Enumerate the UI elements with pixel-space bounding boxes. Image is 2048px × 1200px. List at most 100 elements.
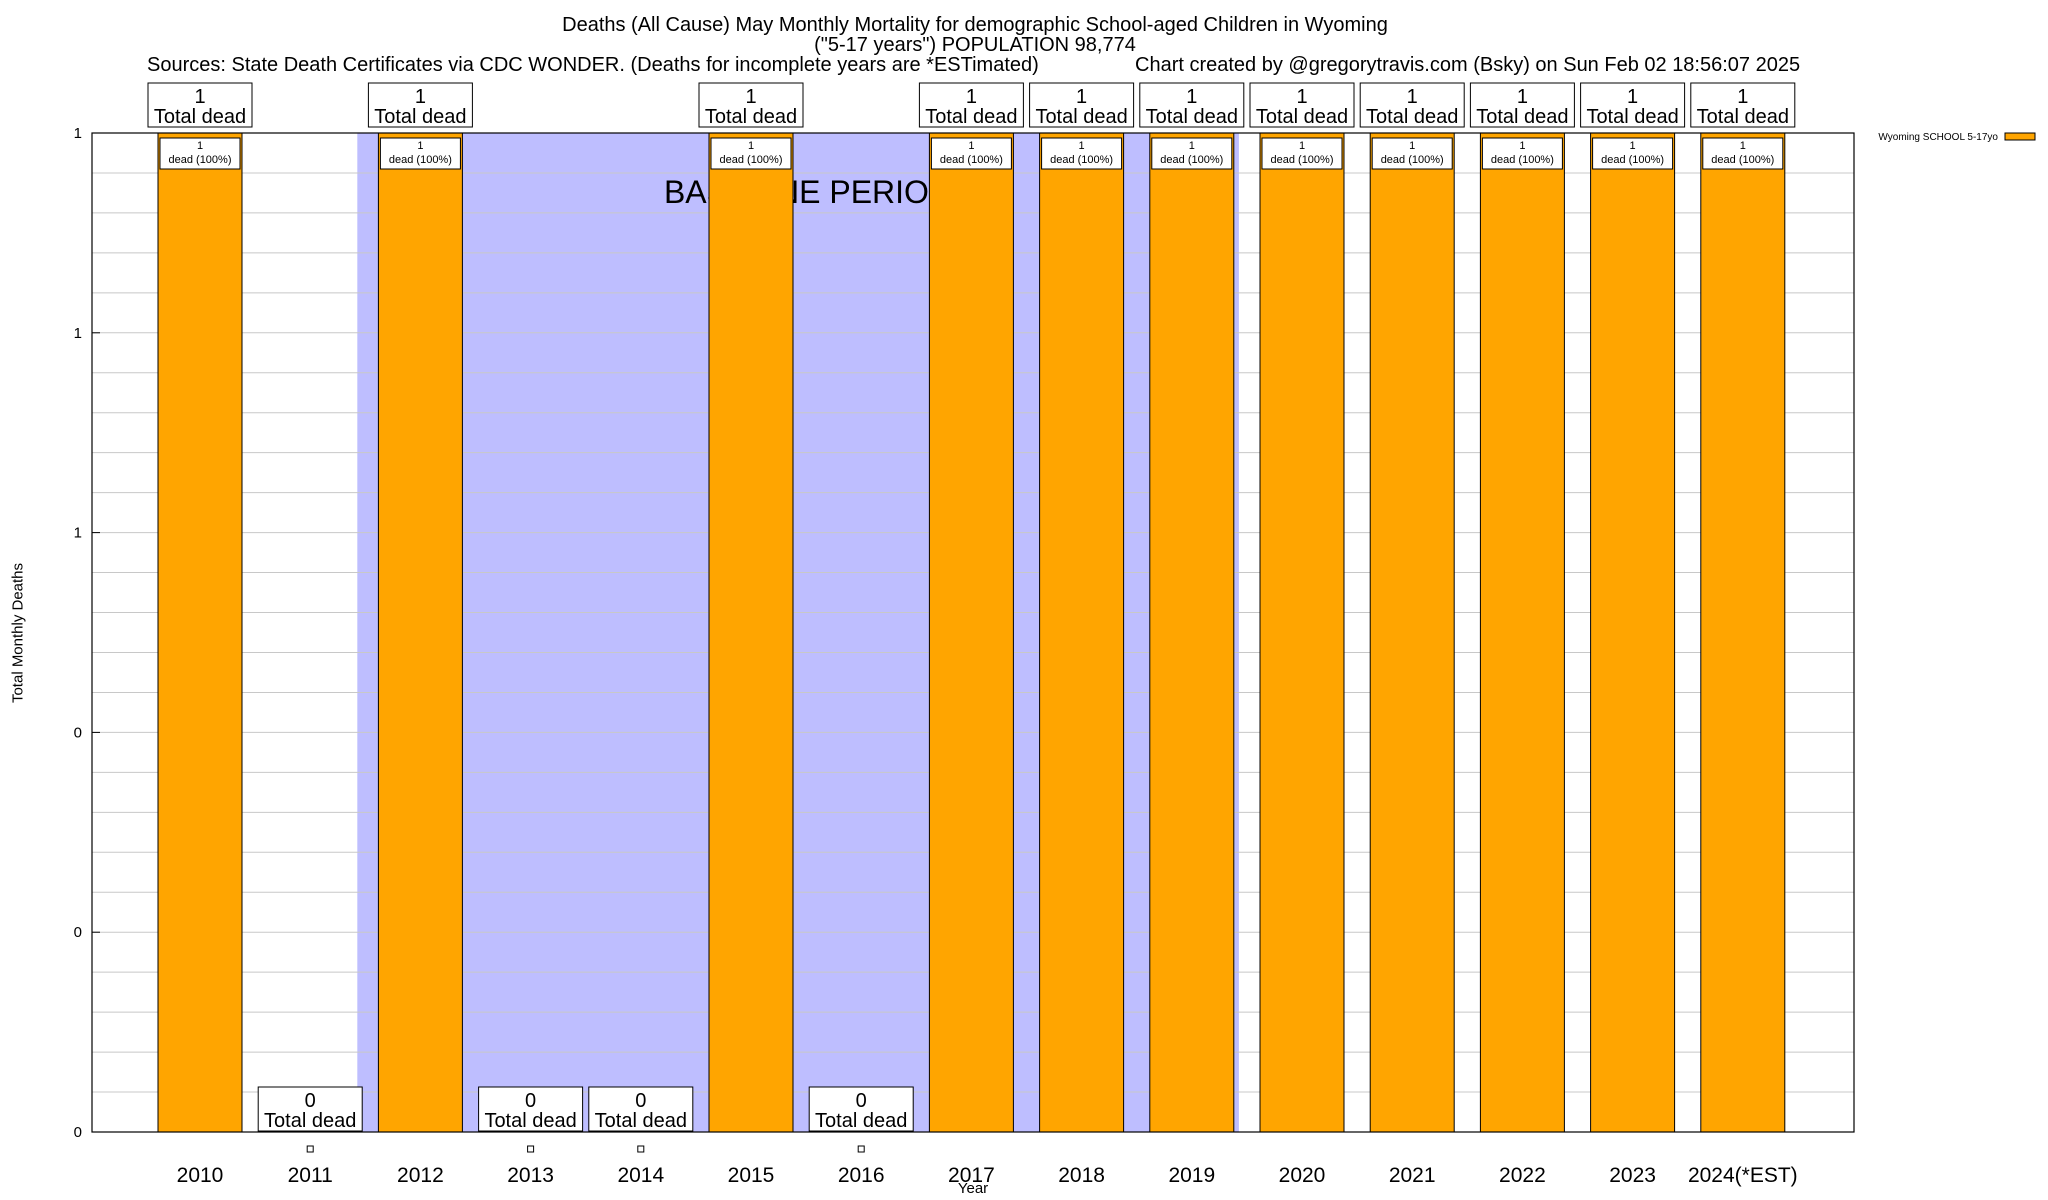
bar-label-pct-2012: dead (100%)	[389, 154, 452, 166]
total-value-2016: 0	[856, 1090, 867, 1112]
total-box-2017	[918, 82, 1024, 128]
total-label-2016: Total dead	[815, 1110, 907, 1132]
total-value-2022: 1	[1517, 86, 1528, 108]
x-tick-label-2011: 2011	[288, 1164, 333, 1187]
bar-label-pct-2017: dead (100%)	[940, 154, 1003, 166]
bar-2024(*EST)	[1700, 132, 1786, 1133]
zero-marker-2014	[637, 1145, 645, 1153]
bar-2019	[1149, 132, 1235, 1133]
total-box-2014	[588, 1086, 694, 1132]
x-tick-label-2016: 2016	[838, 1164, 885, 1187]
bar-2023	[1590, 132, 1676, 1133]
bar-label-box-2024(*EST)	[1702, 137, 1784, 170]
total-value-2024(*EST): 1	[1737, 86, 1748, 108]
bar-label-count-2018: 1	[1079, 140, 1085, 152]
x-tick-label-2013: 2013	[507, 1164, 554, 1187]
bar-label-pct-2023: dead (100%)	[1601, 154, 1664, 166]
x-tick-label-2020: 2020	[1279, 1164, 1326, 1187]
total-value-2012: 1	[415, 86, 426, 108]
bar-label-box-2018	[1041, 137, 1123, 170]
total-box-2015	[698, 82, 804, 128]
bar-label-box-2015	[710, 137, 792, 170]
total-box-2018	[1029, 82, 1135, 128]
bar-2012	[377, 132, 463, 1133]
total-label-2020: Total dead	[1256, 106, 1348, 128]
total-box-2019	[1139, 82, 1245, 128]
total-value-2019: 1	[1186, 86, 1197, 108]
zero-marker-2011	[306, 1145, 314, 1153]
bar-label-box-2023	[1592, 137, 1674, 170]
x-tick-label-2010: 2010	[177, 1164, 224, 1187]
bar-label-count-2017: 1	[968, 140, 974, 152]
y-tick-label: 1	[74, 525, 82, 542]
total-label-2019: Total dead	[1146, 106, 1238, 128]
x-axis-label: Year	[957, 1180, 989, 1197]
bar-label-pct-2022: dead (100%)	[1491, 154, 1554, 166]
total-box-2016	[808, 1086, 914, 1132]
bar-2015	[708, 132, 794, 1133]
x-tick-label-2019: 2019	[1168, 1164, 1215, 1187]
total-value-2014: 0	[635, 1090, 646, 1112]
chart-sources: Sources: State Death Certificates via CD…	[147, 54, 1039, 76]
total-value-2017: 1	[966, 86, 977, 108]
x-tick-label-2021: 2021	[1389, 1164, 1436, 1187]
total-box-2023	[1580, 82, 1686, 128]
total-label-2018: Total dead	[1035, 106, 1127, 128]
bar-2020	[1259, 132, 1345, 1133]
bar-2022	[1479, 132, 1565, 1133]
bar-label-pct-2015: dead (100%)	[720, 154, 783, 166]
bar-label-pct-2018: dead (100%)	[1050, 154, 1113, 166]
x-tick-label-2015: 2015	[728, 1164, 775, 1187]
bar-label-box-2021	[1371, 137, 1453, 170]
total-label-2024(*EST): Total dead	[1697, 106, 1789, 128]
total-box-2012	[367, 82, 473, 128]
total-label-2022: Total dead	[1476, 106, 1568, 128]
bar-label-box-2017	[930, 137, 1012, 170]
bar-label-pct-2020: dead (100%)	[1271, 154, 1334, 166]
total-label-2021: Total dead	[1366, 106, 1458, 128]
total-value-2013: 0	[525, 1090, 536, 1112]
bar-label-box-2012	[379, 137, 461, 170]
baseline-period-annotation: BASELINE PERIOD	[664, 174, 952, 210]
total-label-2017: Total dead	[925, 106, 1017, 128]
legend-swatch	[2004, 132, 2036, 141]
bar-label-count-2015: 1	[748, 140, 754, 152]
total-box-2021	[1359, 82, 1465, 128]
total-label-2023: Total dead	[1586, 106, 1678, 128]
bar-label-box-2022	[1481, 137, 1563, 170]
bar-label-box-2020	[1261, 137, 1343, 170]
chart-title: Deaths (All Cause) May Monthly Mortality…	[562, 14, 1388, 36]
x-tick-label-2018: 2018	[1058, 1164, 1105, 1187]
total-value-2021: 1	[1407, 86, 1418, 108]
y-axis-label: Total Monthly Deaths	[9, 562, 27, 704]
bar-label-count-2019: 1	[1189, 140, 1195, 152]
x-tick-label-2017: 2017	[948, 1164, 995, 1187]
total-box-2024(*EST)	[1690, 82, 1796, 128]
total-box-2011	[257, 1086, 363, 1132]
y-tick-label: 0	[74, 924, 82, 941]
bar-label-pct-2021: dead (100%)	[1381, 154, 1444, 166]
total-box-2020	[1249, 82, 1355, 128]
bar-label-pct-2010: dead (100%)	[169, 154, 232, 166]
x-tick-label-2012: 2012	[397, 1164, 444, 1187]
total-box-2013	[478, 1086, 584, 1132]
bar-2017	[928, 132, 1014, 1133]
chart-credit: Chart created by @gregorytravis.com (Bsk…	[1135, 54, 1801, 76]
bar-label-count-2020: 1	[1299, 140, 1305, 152]
total-value-2010: 1	[194, 86, 205, 108]
bar-label-count-2021: 1	[1409, 140, 1415, 152]
y-tick-label: 1	[74, 125, 82, 142]
x-tick-label-2024(*EST): 2024(*EST)	[1688, 1164, 1798, 1187]
y-tick-label: 1	[74, 325, 82, 342]
bar-label-count-2024(*EST): 1	[1740, 140, 1746, 152]
y-tick-label: 0	[74, 724, 82, 741]
bar-2010	[157, 132, 243, 1133]
total-label-2011: Total dead	[264, 1110, 356, 1132]
bar-label-box-2010	[159, 137, 241, 170]
total-box-2022	[1469, 82, 1575, 128]
bar-label-count-2012: 1	[417, 140, 423, 152]
x-tick-label-2023: 2023	[1609, 1164, 1656, 1187]
total-value-2020: 1	[1296, 86, 1307, 108]
total-box-2010	[147, 82, 253, 128]
